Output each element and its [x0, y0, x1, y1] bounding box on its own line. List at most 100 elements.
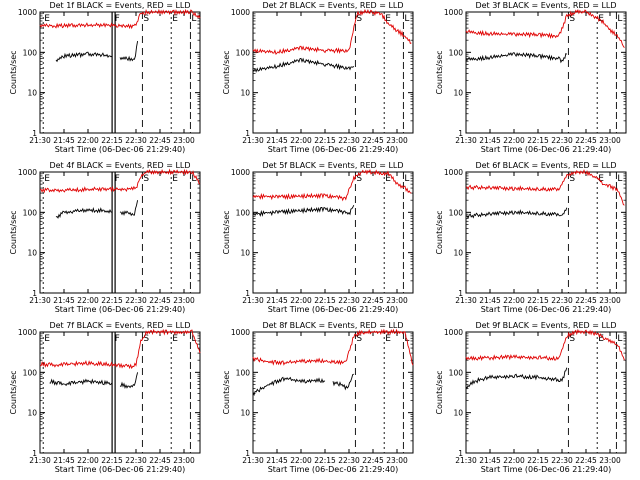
x-tick-label: 22:00 — [77, 296, 99, 305]
x-tick-label: 22:00 — [503, 296, 525, 305]
y-tick-label: 100 — [23, 368, 38, 377]
x-tick-label: 22:30 — [551, 136, 573, 145]
y-tick-label: 1000 — [444, 328, 463, 337]
flag-label: S — [143, 14, 149, 24]
x-axis-label: Start Time (06-Dec-06 21:29:40) — [481, 305, 612, 314]
flag-label: L — [617, 174, 622, 184]
y-tick-label: 1 — [245, 129, 250, 138]
x-tick-label: 22:30 — [338, 296, 360, 305]
panel-svg: Det 9f BLACK = Events, RED = LLD 1 10 100 10… — [435, 321, 627, 474]
x-tick-label: 22:00 — [77, 136, 99, 145]
y-axis-label: Counts/sec — [435, 370, 444, 414]
x-tick-label: 22:45 — [575, 456, 597, 465]
x-tick-label: 22:45 — [362, 456, 384, 465]
x-tick-label: 22:00 — [290, 296, 312, 305]
y-tick-label: 1000 — [444, 8, 463, 17]
x-tick-label: 21:45 — [479, 136, 501, 145]
plot-frame — [252, 11, 414, 134]
x-tick-label: 21:45 — [479, 456, 501, 465]
x-tick-label: 22:30 — [125, 296, 147, 305]
x-tick-label: 23:00 — [599, 296, 621, 305]
flag-label: L — [404, 174, 409, 184]
x-tick-label: 21:45 — [53, 456, 75, 465]
x-tick-label: 22:15 — [314, 456, 336, 465]
flag-label: F — [115, 14, 120, 24]
x-tick-label: 22:15 — [101, 296, 123, 305]
y-tick-label: 10 — [27, 249, 37, 258]
flag-label: S — [356, 174, 362, 184]
x-tick-label: 21:45 — [479, 296, 501, 305]
flag-label: E — [385, 334, 391, 344]
events-series-line — [465, 367, 568, 390]
x-tick-label: 21:30 — [455, 456, 477, 465]
detector-panel-7: Det 7f BLACK = Events, RED = LLD 1 10 100 10… — [0, 320, 213, 480]
plot-frame — [39, 11, 201, 134]
x-tick-label: 21:30 — [242, 296, 264, 305]
events-series-line — [55, 51, 113, 63]
y-tick-label: 100 — [236, 368, 251, 377]
y-tick-label: 1 — [245, 289, 250, 298]
detector-panel-5: Det 5f BLACK = Events, RED = LLD 1 10 100 10… — [213, 160, 426, 320]
y-tick-label: 1000 — [18, 8, 37, 17]
x-axis-label: Start Time (06-Dec-06 21:29:40) — [55, 305, 186, 314]
plot-frame — [39, 171, 201, 294]
plot-frame — [252, 331, 414, 454]
flag-label: E — [385, 174, 391, 184]
flag-label: E — [44, 334, 50, 344]
flag-label: S — [356, 14, 362, 24]
y-tick-label: 10 — [240, 249, 250, 258]
x-tick-label: 21:45 — [266, 456, 288, 465]
y-axis-label: Counts/sec — [222, 210, 231, 254]
y-tick-label: 1 — [458, 289, 463, 298]
flag-label: S — [143, 174, 149, 184]
x-tick-label: 22:30 — [551, 456, 573, 465]
x-tick-label: 21:30 — [29, 136, 51, 145]
panel-title: Det 1f BLACK = Events, RED = LLD — [49, 1, 190, 10]
panel-svg: Det 1f BLACK = Events, RED = LLD 1 10 100 10… — [9, 1, 201, 154]
x-tick-label: 22:00 — [503, 136, 525, 145]
lld-series-line — [465, 328, 625, 362]
y-tick-label: 10 — [240, 409, 250, 418]
events-series-line — [252, 57, 355, 73]
x-tick-label: 23:00 — [173, 456, 195, 465]
y-tick-label: 100 — [236, 208, 251, 217]
x-tick-label: 22:45 — [575, 296, 597, 305]
x-axis-label: Start Time (06-Dec-06 21:29:40) — [268, 465, 399, 474]
flag-label: E — [172, 334, 178, 344]
y-tick-label: 10 — [453, 249, 463, 258]
y-tick-label: 1 — [458, 449, 463, 458]
y-axis-label: Counts/sec — [9, 370, 18, 414]
panel-title: Det 4f BLACK = Events, RED = LLD — [49, 161, 190, 170]
flag-label: L — [191, 14, 196, 24]
events-series-line — [49, 378, 113, 387]
y-tick-label: 100 — [23, 48, 38, 57]
x-tick-label: 22:45 — [362, 296, 384, 305]
y-tick-label: 1 — [458, 129, 463, 138]
panel-svg: Det 5f BLACK = Events, RED = LLD 1 10 100 10… — [222, 161, 414, 314]
flag-label: S — [569, 334, 575, 344]
y-axis-label: Counts/sec — [435, 210, 444, 254]
y-tick-label: 100 — [449, 368, 464, 377]
x-axis-label: Start Time (06-Dec-06 21:29:40) — [55, 145, 186, 154]
events-series-line — [55, 206, 113, 219]
flag-label: F — [115, 334, 120, 344]
detector-panel-2: Det 2f BLACK = Events, RED = LLD 1 10 100 10… — [213, 0, 426, 160]
y-tick-label: 1 — [32, 449, 37, 458]
x-tick-label: 22:30 — [125, 456, 147, 465]
detector-panel-4: Det 4f BLACK = Events, RED = LLD 1 10 100 10… — [0, 160, 213, 320]
x-tick-label: 22:45 — [362, 136, 384, 145]
x-tick-label: 23:00 — [599, 456, 621, 465]
y-tick-label: 10 — [27, 409, 37, 418]
events-series-line — [465, 207, 568, 219]
panel-title: Det 9f BLACK = Events, RED = LLD — [475, 321, 616, 330]
flag-label: E — [598, 174, 604, 184]
x-tick-label: 22:45 — [575, 136, 597, 145]
x-tick-label: 22:30 — [125, 136, 147, 145]
y-axis-label: Counts/sec — [222, 370, 231, 414]
panel-title: Det 2f BLACK = Events, RED = LLD — [262, 1, 403, 10]
x-tick-label: 22:30 — [338, 456, 360, 465]
x-tick-label: 22:30 — [551, 296, 573, 305]
flag-label: E — [44, 174, 50, 184]
panel-title: Det 5f BLACK = Events, RED = LLD — [262, 161, 403, 170]
x-tick-label: 22:15 — [527, 456, 549, 465]
